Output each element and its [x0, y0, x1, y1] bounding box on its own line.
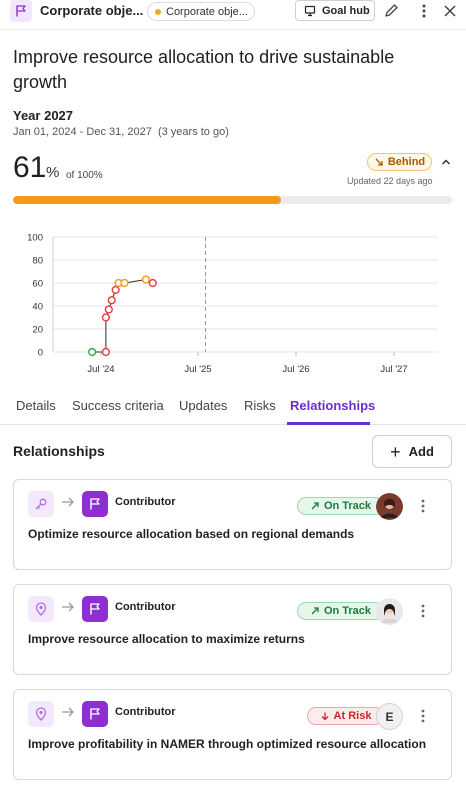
avatar[interactable]: E [376, 703, 403, 730]
presentation-icon [304, 5, 316, 16]
chart-y-tick-label: 40 [32, 302, 43, 313]
related-goal-title[interactable]: Improve profitability in NAMER through o… [28, 737, 427, 751]
parent-goal-label: Corporate obje... [166, 5, 248, 18]
chart-series-line [92, 279, 153, 353]
add-button-label: Add [408, 444, 434, 459]
close-icon[interactable] [440, 1, 460, 21]
edit-icon[interactable] [381, 1, 401, 21]
status-dot-icon [155, 8, 161, 15]
updated-timestamp: Updated 22 days ago [347, 176, 433, 186]
date-range-text: Jan 01, 2024 - Dec 31, 2027 [13, 126, 152, 138]
location-pin-icon [28, 701, 54, 727]
arrow-right-icon [61, 495, 75, 514]
progress-target: of 100% [66, 170, 103, 181]
status-label: On Track [323, 500, 372, 512]
arrow-right-icon [61, 600, 75, 619]
progress-unit: % [46, 164, 60, 181]
chart-y-tick-label: 0 [38, 348, 43, 359]
header-divider [0, 29, 466, 30]
relationship-card[interactable]: Contributor On Track Optimize resource a… [13, 479, 452, 570]
goal-flag-icon [82, 701, 108, 727]
tab-risks[interactable]: Risks [244, 398, 276, 413]
active-tab-indicator [287, 422, 370, 425]
relationship-card[interactable]: Contributor On Track Improve resource al… [13, 584, 452, 675]
chart-y-tick-label: 60 [32, 279, 43, 290]
key-result-icon [28, 491, 54, 517]
chart-x-tick-label: Jul '26 [282, 364, 309, 375]
trend-up-icon [311, 502, 319, 510]
tab-bar: Details Success criteria Updates Risks R… [0, 395, 466, 425]
chart-data-point [104, 305, 113, 314]
goal-flag-icon [82, 596, 108, 622]
goal-flag-icon [10, 0, 32, 22]
chart-y-tick-label: 80 [32, 256, 43, 267]
status-badge[interactable]: Behind [367, 153, 432, 171]
progress-chart: 100 80 60 40 20 0 Jul '24 Jul '25 Jul '26 Jul '27 [27, 233, 438, 375]
chart-x-tick-label: Jul '27 [380, 364, 407, 375]
chart-y-tick-label: 100 [27, 233, 43, 244]
duration-text: (3 years to go) [157, 126, 229, 138]
status-badge-label: Behind [387, 156, 426, 168]
progress-bar [13, 196, 452, 204]
header-bar: Corporate obje... Corporate obje... Goal… [0, 0, 466, 24]
relationship-role: Contributor [115, 601, 176, 613]
trend-down-icon [375, 158, 383, 166]
tab-relationships[interactable]: Relationships [290, 398, 376, 413]
chart-data-point [101, 313, 110, 322]
period-label: Year 2027 [13, 108, 74, 123]
goal-hub-button[interactable]: Goal hub [295, 0, 375, 21]
chart-data-point [111, 285, 120, 295]
parent-goal-pill[interactable]: Corporate obje... [147, 2, 255, 21]
related-goal-title[interactable]: Improve resource allocation to maximize … [28, 632, 305, 646]
status-label: At Risk [333, 710, 372, 722]
relationship-card[interactable]: Contributor At Risk E Improve profitabil… [13, 689, 452, 780]
relationship-role: Contributor [115, 706, 176, 718]
tab-details[interactable]: Details [16, 398, 56, 413]
progress-bar-fill [13, 196, 281, 204]
progress-value: 61 [13, 151, 47, 184]
chart-x-tick-label: Jul '25 [184, 364, 211, 375]
more-options-icon[interactable] [420, 603, 426, 619]
avatar[interactable] [376, 493, 403, 520]
tab-updates[interactable]: Updates [179, 398, 228, 413]
more-options-icon[interactable] [420, 498, 426, 514]
chart-data-point [141, 275, 151, 284]
page-title: Improve resource allocation to drive sus… [13, 47, 395, 92]
goal-flag-icon [82, 491, 108, 517]
tab-success-criteria[interactable]: Success criteria [72, 398, 164, 413]
breadcrumb[interactable]: Corporate obje... [40, 3, 144, 18]
arrow-right-icon [61, 705, 75, 724]
status-badge: On Track [297, 497, 384, 515]
date-range: Jan 01, 2024 - Dec 31, 2027 (3 years to … [13, 126, 229, 138]
chevron-up-icon[interactable] [440, 155, 452, 167]
avatar[interactable] [376, 598, 403, 625]
relationships-heading: Relationships [13, 443, 105, 459]
chart-data-point [88, 347, 97, 357]
chart-data-point [148, 278, 157, 288]
more-options-icon[interactable] [414, 1, 434, 21]
chart-x-tick-label: Jul '24 [87, 364, 114, 375]
more-options-icon[interactable] [420, 708, 426, 724]
location-pin-icon [28, 596, 54, 622]
chart-y-tick-label: 20 [32, 325, 43, 336]
status-badge: At Risk [307, 707, 384, 725]
chart-data-point [120, 278, 129, 288]
chart-data-point [101, 347, 110, 357]
relationship-role: Contributor [115, 496, 176, 508]
arrow-down-icon [321, 712, 329, 721]
add-relationship-button[interactable]: + Add [372, 435, 452, 468]
chart-data-point [107, 296, 116, 305]
trend-up-icon [311, 607, 319, 615]
status-badge: On Track [297, 602, 384, 620]
goal-hub-label: Goal hub [322, 4, 370, 17]
related-goal-title[interactable]: Optimize resource allocation based on re… [28, 527, 355, 541]
status-label: On Track [323, 605, 372, 617]
plus-icon: + [390, 441, 401, 462]
